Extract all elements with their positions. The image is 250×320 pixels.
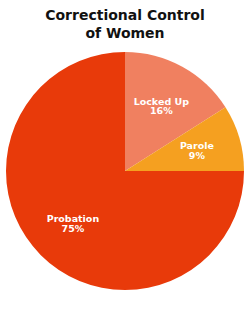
html-text:Correctional Control of Women: Correctional Control of Women — [45, 7, 205, 42]
svg-text:Probation75%: Probation75% — [47, 214, 100, 235]
svg-text:Parole9%: Parole9% — [180, 140, 214, 161]
svg-text:Locked Up16%: Locked Up16% — [134, 96, 190, 117]
